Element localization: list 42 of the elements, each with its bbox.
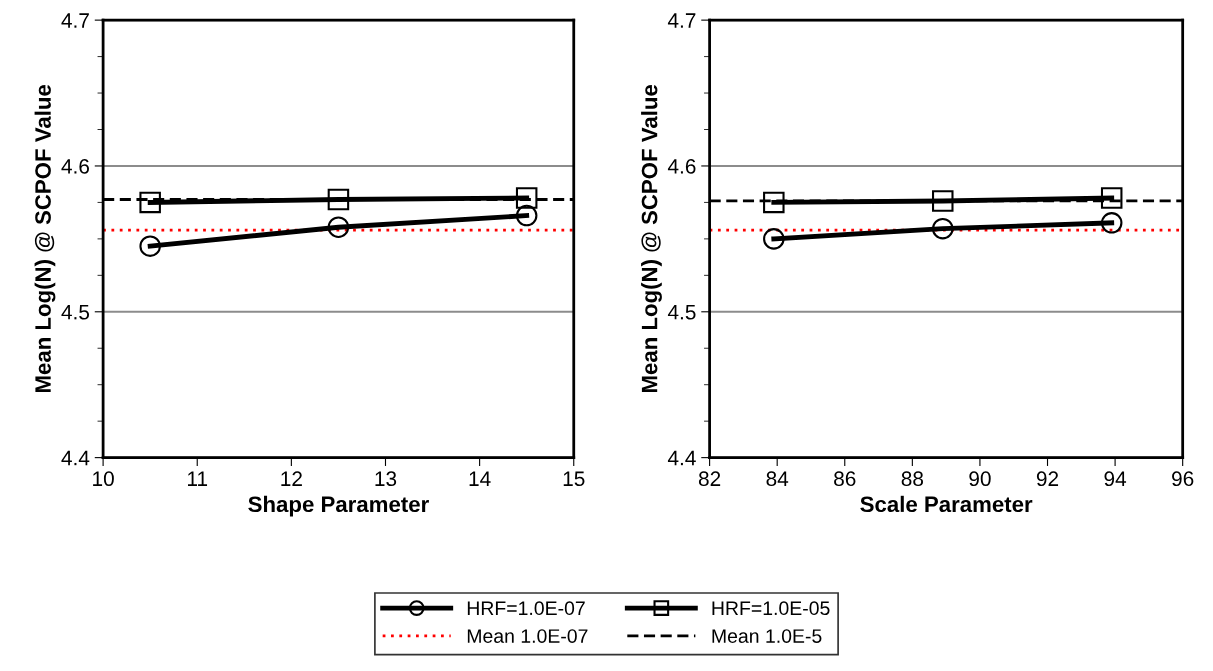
x-axis-title: Scale Parameter bbox=[860, 495, 1033, 513]
y-tick-label: 4.7 bbox=[61, 13, 89, 28]
x-tick-label: 96 bbox=[1172, 471, 1194, 487]
x-tick-label: 15 bbox=[563, 471, 585, 487]
point bbox=[1100, 187, 1123, 209]
legend-label: HRF=1.0E-07 bbox=[467, 601, 585, 616]
point bbox=[139, 191, 161, 214]
y-tick-label: 4.4 bbox=[667, 450, 696, 466]
x-tick-label: 13 bbox=[375, 471, 397, 487]
y-tick-label: 4.6 bbox=[667, 158, 696, 174]
point bbox=[515, 187, 538, 209]
y-axis-title: Mean Log(N) @ SCPOF Value bbox=[34, 84, 56, 393]
y-tick-label: 4.5 bbox=[667, 305, 696, 320]
point bbox=[763, 191, 785, 214]
x-tick-label: 92 bbox=[1036, 471, 1059, 487]
legend-label: Mean 1.0E-5 bbox=[712, 629, 822, 643]
x-tick-label: 14 bbox=[469, 471, 491, 486]
legend-label: HRF=1.0E-05 bbox=[712, 601, 830, 616]
y-tick-label: 4.6 bbox=[61, 158, 89, 174]
point bbox=[139, 235, 161, 257]
x-tick-label: 90 bbox=[969, 471, 991, 487]
x-tick-label: 82 bbox=[698, 471, 721, 487]
point bbox=[763, 228, 785, 250]
y-tick-label: 4.7 bbox=[667, 13, 696, 28]
x-tick-label: 88 bbox=[901, 471, 924, 487]
x-tick-label: 94 bbox=[1104, 471, 1127, 487]
x-axis-title: Shape Parameter bbox=[248, 495, 429, 517]
point bbox=[932, 217, 954, 240]
x-tick-label: 12 bbox=[281, 471, 302, 486]
point bbox=[515, 204, 538, 227]
x-tick-label: 11 bbox=[188, 471, 208, 486]
x-tick-label: 10 bbox=[93, 471, 114, 487]
point bbox=[327, 188, 350, 211]
y-tick-label: 4.4 bbox=[61, 450, 90, 466]
point bbox=[1100, 212, 1123, 234]
y-axis-title: Mean Log(N) @ SCPOF Value bbox=[641, 84, 662, 393]
legend-label: Mean 1.0E-07 bbox=[467, 629, 588, 643]
x-tick-label: 84 bbox=[766, 471, 789, 487]
x-tick-label: 86 bbox=[834, 471, 856, 487]
point bbox=[327, 216, 350, 238]
point bbox=[932, 190, 954, 212]
y-tick-label: 4.5 bbox=[61, 305, 90, 320]
